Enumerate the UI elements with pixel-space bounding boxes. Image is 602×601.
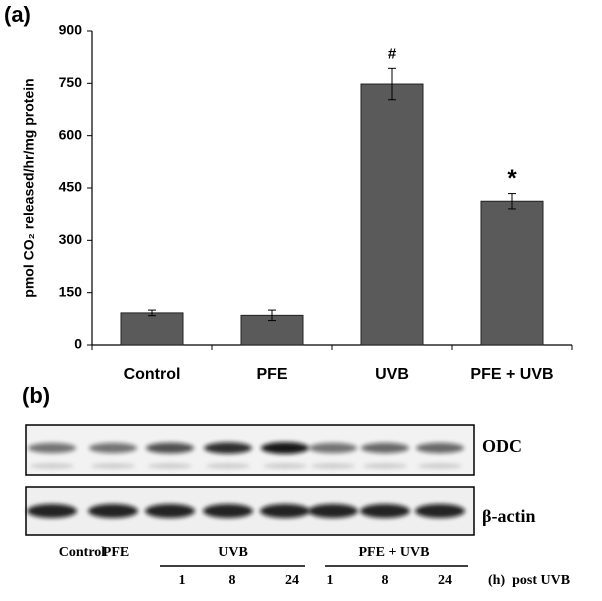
lane-group-label: UVB <box>218 545 248 560</box>
y-tick-label: 0 <box>74 336 82 352</box>
timepoint-label: 1 <box>327 573 334 588</box>
error-bar <box>268 309 276 322</box>
x-tick-label: PFE + UVB <box>470 366 553 383</box>
odc-band <box>309 442 357 454</box>
y-tick-label: 150 <box>59 283 83 299</box>
timepoint-label: 24 <box>438 573 452 588</box>
error-bar <box>388 67 396 101</box>
y-tick-label: 450 <box>59 179 83 195</box>
x-tick-label: PFE <box>256 366 287 383</box>
lane-group-label: PFE + UVB <box>359 545 430 560</box>
annotation: * <box>507 165 517 192</box>
faint-band <box>363 463 407 469</box>
faint-band <box>30 463 74 469</box>
actin-band <box>203 504 253 518</box>
panel-label: (a) <box>4 2 31 27</box>
faint-band <box>418 463 462 469</box>
actin-band <box>27 504 77 518</box>
error-bar <box>508 193 516 210</box>
odc-band <box>261 442 309 454</box>
x-tick-label: UVB <box>375 366 409 383</box>
y-tick-label: 900 <box>59 22 83 38</box>
faint-band <box>263 463 307 469</box>
actin-band <box>145 504 195 518</box>
x-tick-label: Control <box>124 366 181 383</box>
row-label: β-actin <box>482 506 535 526</box>
actin-band <box>260 504 310 518</box>
row-label: ODC <box>482 436 522 456</box>
odc-band <box>204 442 252 454</box>
annotation: # <box>388 45 397 62</box>
y-axis-label: pmol CO₂ released/hr/mg protein <box>21 78 37 297</box>
timepoint-label: 24 <box>285 573 299 588</box>
bar <box>120 312 184 346</box>
timepoint-label: 8 <box>382 573 389 588</box>
bar <box>480 200 544 346</box>
time-unit-label: (h) post UVB <box>488 573 570 588</box>
odc-band <box>416 442 464 454</box>
y-tick-label: 600 <box>59 126 83 142</box>
actin-band <box>88 504 138 518</box>
error-bar <box>148 309 156 317</box>
actin-band <box>308 504 358 518</box>
odc-band <box>28 442 76 454</box>
actin-band <box>360 504 410 518</box>
faint-band <box>148 463 192 469</box>
odc-band <box>89 442 137 454</box>
faint-band <box>311 463 355 469</box>
timepoint-label: 8 <box>229 573 236 588</box>
lane-group-label: PFE <box>103 545 129 560</box>
faint-band <box>91 463 135 469</box>
bar <box>360 83 424 346</box>
actin-band <box>415 504 465 518</box>
y-tick-label: 750 <box>59 74 83 90</box>
panel-label: (b) <box>22 383 50 408</box>
odc-band <box>361 442 409 454</box>
lane-group-label: Control <box>59 545 106 560</box>
y-tick-label: 300 <box>59 231 83 247</box>
odc-band <box>146 442 194 454</box>
faint-band <box>206 463 250 469</box>
timepoint-label: 1 <box>179 573 186 588</box>
